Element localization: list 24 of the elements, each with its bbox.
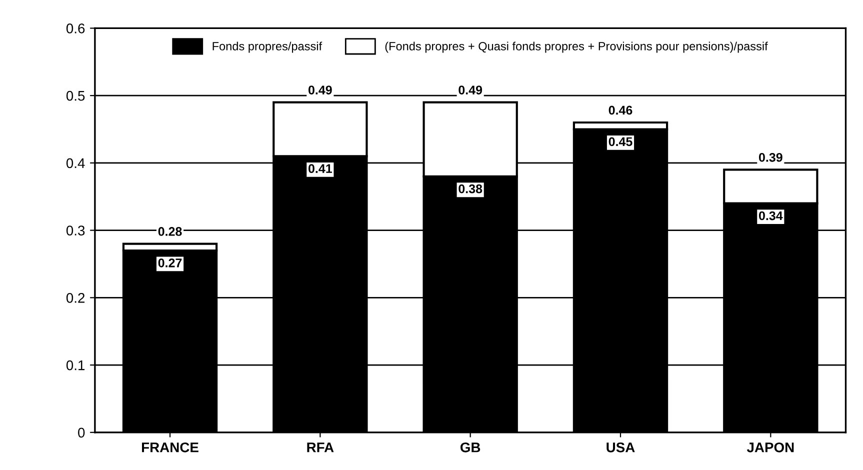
data-label: 0.34 [758, 211, 783, 220]
y-tick-label: 0.2 [66, 293, 85, 303]
y-tick-label: 0.6 [66, 24, 85, 34]
x-tick-label: RFA [307, 442, 334, 452]
x-tick-label: FRANCE [142, 442, 198, 452]
legend-label: (Fonds propres + Quasi fonds propres + Provisions pour pensions)/passif [385, 42, 768, 53]
x-tick-label: JAPON [746, 442, 794, 452]
x-tick-label: GB [460, 442, 480, 452]
data-label: 0.27 [158, 258, 182, 268]
data-label: 0.38 [458, 184, 482, 194]
x-tick-label: USA [606, 442, 635, 452]
total-label: 0.46 [608, 106, 632, 115]
y-tick-label: 0 [78, 428, 85, 438]
total-label: 0.49 [308, 86, 332, 94]
legend-label: Fonds propres/passif [212, 42, 322, 53]
total-label: 0.39 [758, 152, 782, 162]
total-label: 0.28 [158, 227, 182, 236]
data-label: 0.41 [308, 164, 332, 174]
total-label: 0.49 [458, 86, 482, 94]
y-tick-label: 0.5 [66, 90, 85, 101]
y-tick-label: 0.1 [66, 360, 85, 370]
data-label: 0.45 [608, 137, 632, 146]
y-tick-label: 0.3 [66, 226, 85, 236]
y-tick-label: 0.4 [66, 158, 85, 168]
